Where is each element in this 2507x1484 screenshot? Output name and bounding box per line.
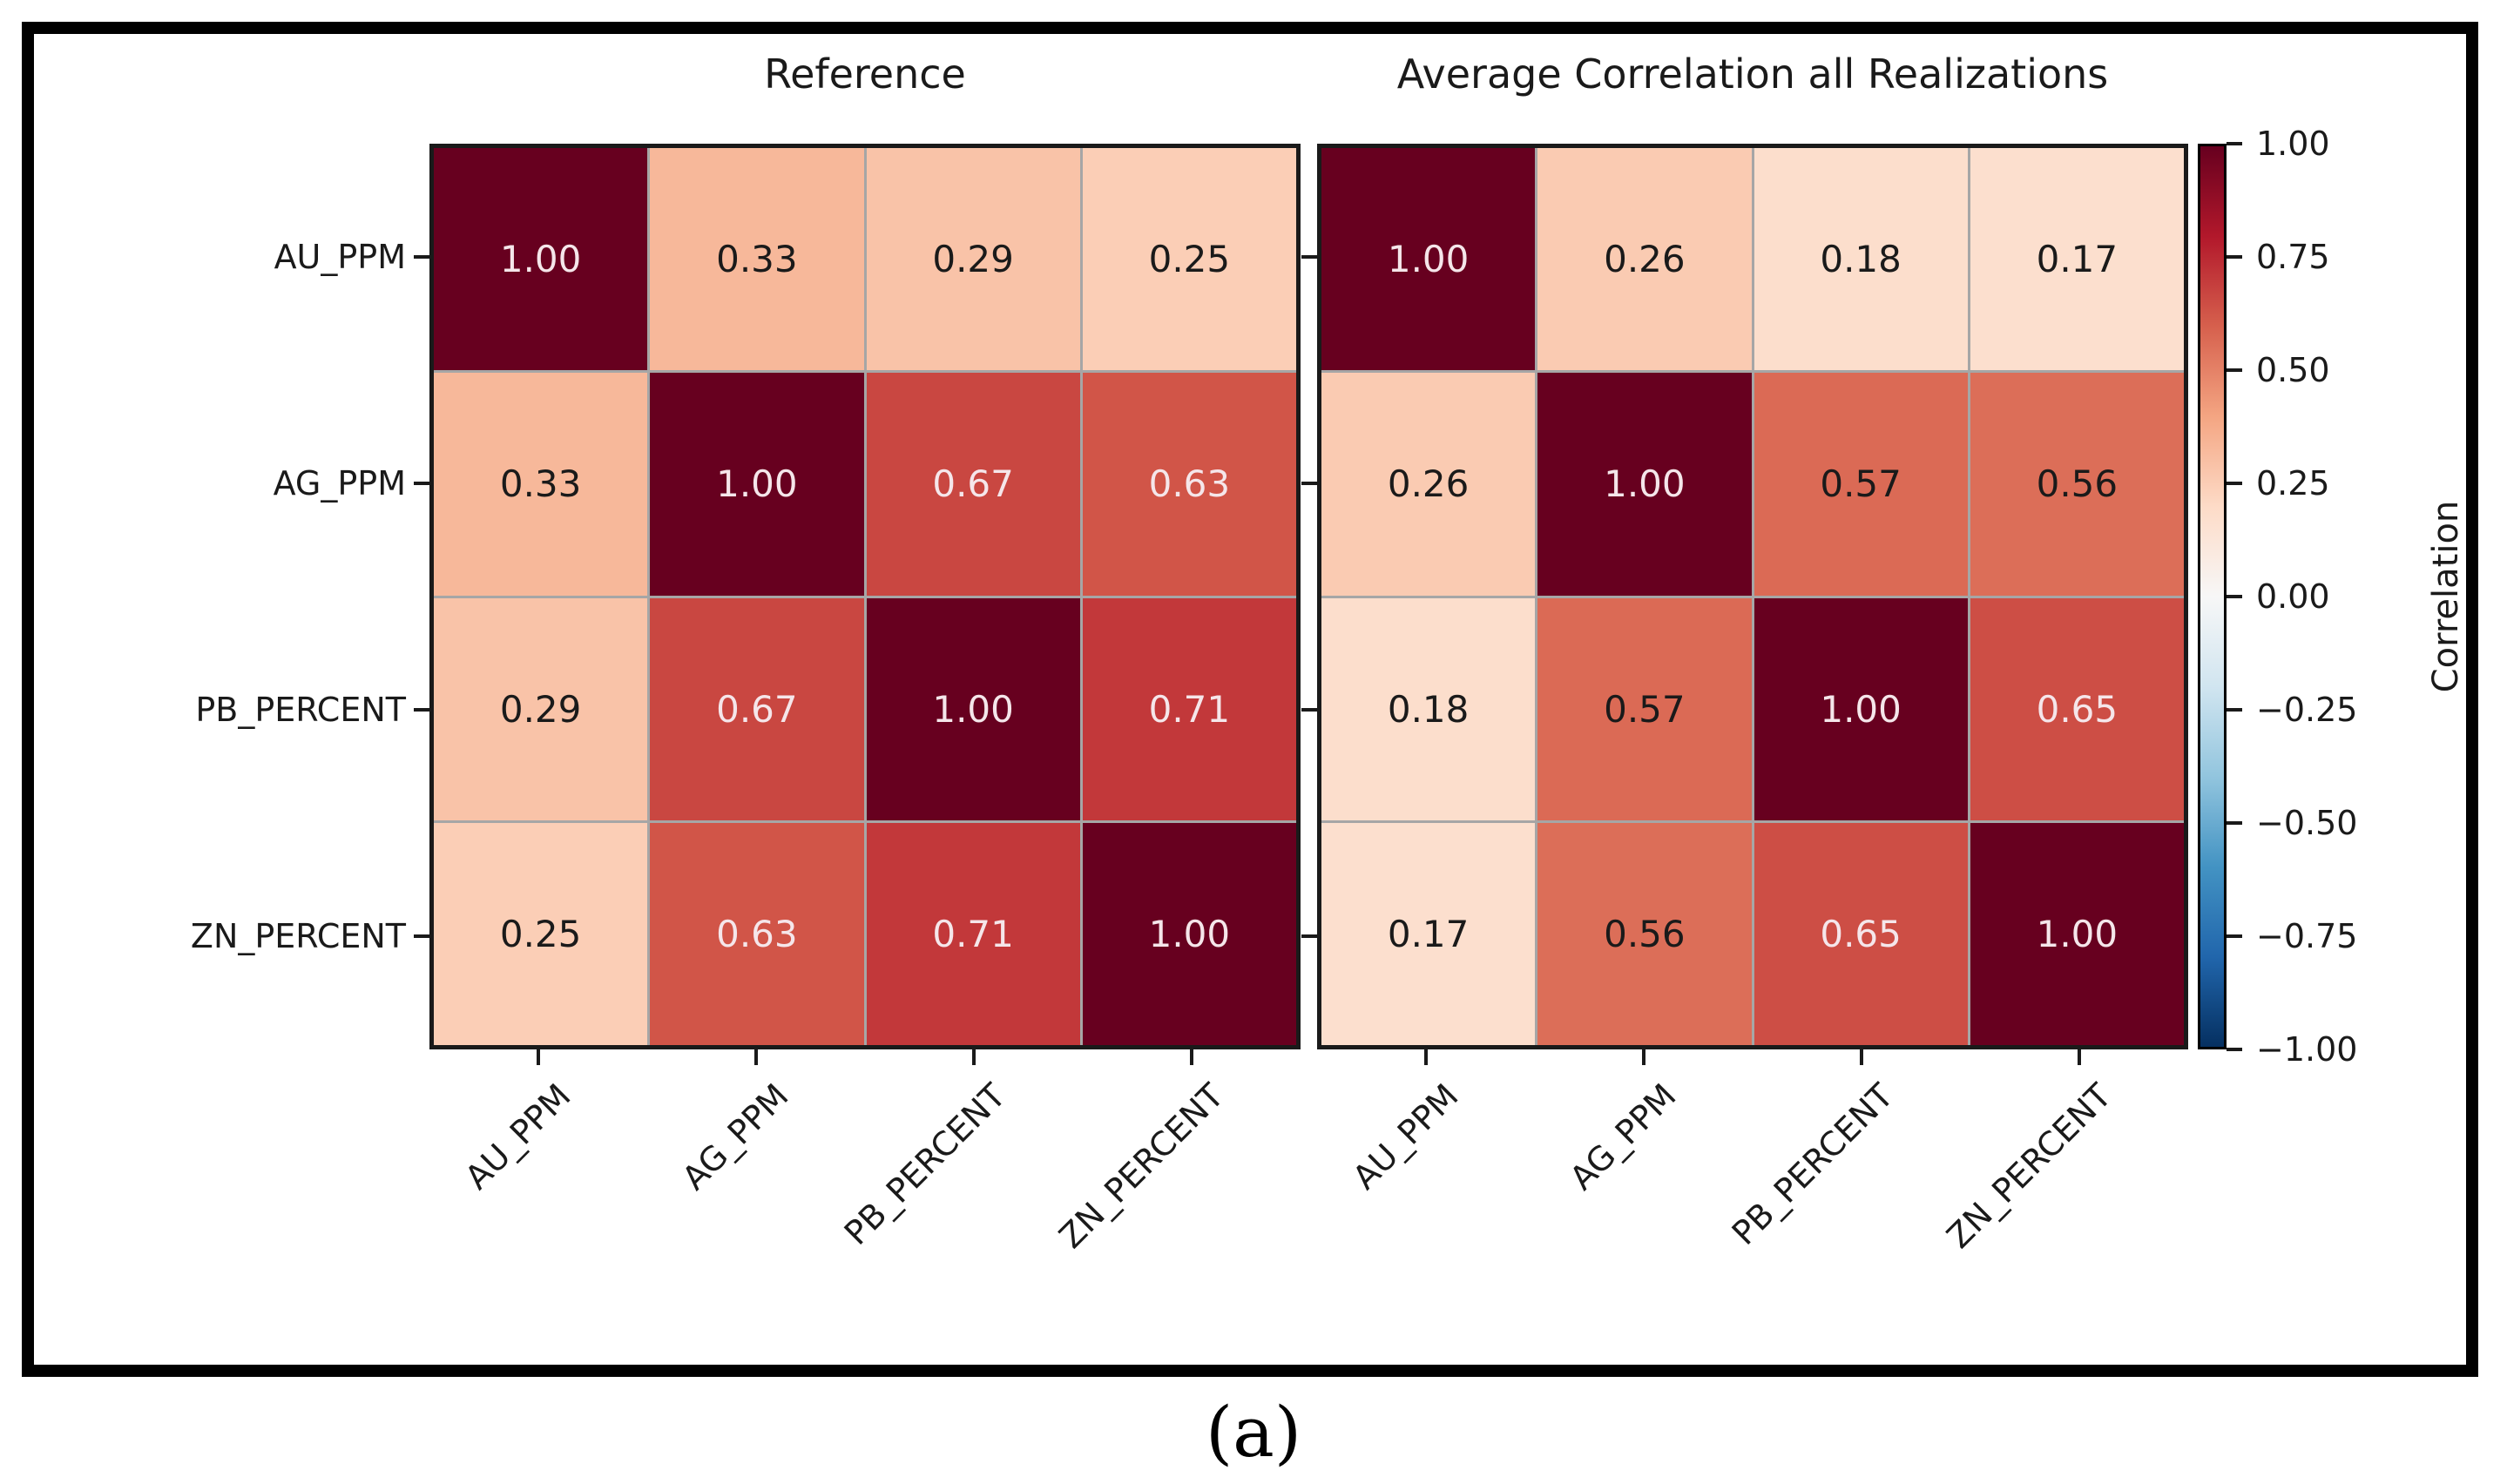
colorbar-tick-label: 0.00 [2256, 577, 2330, 616]
colorbar-tick-mark [2227, 255, 2242, 259]
heatmap-cell: 0.25 [1082, 148, 1296, 371]
x-tick-mark [972, 1049, 976, 1065]
heatmap-cell: 0.63 [1082, 373, 1296, 596]
colorbar-tick-label: −0.25 [2256, 691, 2358, 729]
heatmap-cell: 1.00 [1321, 148, 1536, 371]
heatmap-cell: 0.63 [650, 822, 864, 1045]
x-tick-mark [2078, 1049, 2081, 1065]
y-tick-label: PB_PERCENT [195, 691, 406, 729]
colorbar-tick-mark [2227, 482, 2242, 485]
x-tick-mark [1190, 1049, 1193, 1065]
y-tick-mark [414, 482, 429, 485]
heatmap-cell: 0.65 [1754, 822, 1968, 1045]
y-tick-mark [1301, 255, 1317, 259]
heatmap-cell: 0.33 [434, 373, 648, 596]
y-tick-label: AG_PPM [273, 464, 406, 503]
y-tick-mark [1301, 708, 1317, 712]
colorbar [2198, 144, 2227, 1049]
panel-title-average-correlation: Average Correlation all Realizations [1396, 51, 2109, 98]
heatmap-cell: 1.00 [866, 597, 1080, 820]
colorbar-tick-label: 0.25 [2256, 464, 2330, 503]
y-tick-mark [414, 255, 429, 259]
colorbar-tick-mark [2227, 368, 2242, 372]
heatmap-cell: 0.18 [1321, 597, 1536, 820]
colorbar-tick-label: −0.75 [2256, 917, 2358, 955]
heatmap-cell: 0.56 [1537, 822, 1752, 1045]
colorbar-tick-mark [2227, 142, 2242, 145]
y-tick-mark [414, 708, 429, 712]
heatmap-cell: 0.26 [1537, 148, 1752, 371]
heatmap-cell: 0.17 [1321, 822, 1536, 1045]
colorbar-tick-mark [2227, 1048, 2242, 1051]
y-tick-mark [414, 934, 429, 938]
y-tick-mark [1301, 482, 1317, 485]
heatmap-cell: 1.00 [1754, 597, 1968, 820]
x-tick-mark [1424, 1049, 1428, 1065]
x-tick-mark [754, 1049, 758, 1065]
colorbar-tick-mark [2227, 821, 2242, 825]
colorbar-tick-label: 0.75 [2256, 238, 2330, 276]
colorbar-tick-label: 0.50 [2256, 351, 2330, 389]
heatmap-cell: 1.00 [1082, 822, 1296, 1045]
colorbar-tick-mark [2227, 708, 2242, 712]
colorbar-axis-label: Correlation [2426, 500, 2466, 693]
colorbar-tick-label: −0.50 [2256, 804, 2358, 842]
x-tick-mark [1642, 1049, 1645, 1065]
heatmap-cell: 0.56 [1970, 373, 2184, 596]
y-tick-label: ZN_PERCENT [190, 917, 406, 955]
heatmap-average-realizations: 1.00 0.26 0.18 0.17 0.26 1.00 0.57 0.56 0.18 0.57… [1317, 144, 2188, 1049]
heatmap-cell: 1.00 [1537, 373, 1752, 596]
colorbar-tick-label: 1.00 [2256, 125, 2330, 163]
heatmap-reference: 1.00 0.33 0.29 0.25 0.33 1.00 0.67 0.63 0.29 0.67… [429, 144, 1301, 1049]
heatmap-cell: 0.29 [866, 148, 1080, 371]
heatmap-cell: 1.00 [650, 373, 864, 596]
heatmap-cell: 0.17 [1970, 148, 2184, 371]
heatmap-cell: 0.71 [1082, 597, 1296, 820]
heatmap-cell: 1.00 [434, 148, 648, 371]
heatmap-cell: 0.65 [1970, 597, 2184, 820]
heatmap-cell: 0.57 [1537, 597, 1752, 820]
x-tick-mark [537, 1049, 540, 1065]
heatmap-cell: 0.57 [1754, 373, 1968, 596]
heatmap-cell: 0.67 [650, 597, 864, 820]
colorbar-tick-label: −1.00 [2256, 1030, 2358, 1069]
panel-title-reference: Reference [764, 51, 966, 98]
heatmap-cell: 0.26 [1321, 373, 1536, 596]
heatmap-cell: 0.67 [866, 373, 1080, 596]
heatmap-cell: 1.00 [1970, 822, 2184, 1045]
figure-caption: (a) [1205, 1392, 1302, 1473]
heatmap-cell: 0.29 [434, 597, 648, 820]
y-tick-label: AU_PPM [274, 238, 406, 276]
x-tick-mark [1860, 1049, 1863, 1065]
colorbar-tick-mark [2227, 595, 2242, 598]
heatmap-cell: 0.25 [434, 822, 648, 1045]
colorbar-tick-mark [2227, 934, 2242, 938]
heatmap-cell: 0.18 [1754, 148, 1968, 371]
heatmap-cell: 0.71 [866, 822, 1080, 1045]
y-tick-mark [1301, 934, 1317, 938]
heatmap-cell: 0.33 [650, 148, 864, 371]
